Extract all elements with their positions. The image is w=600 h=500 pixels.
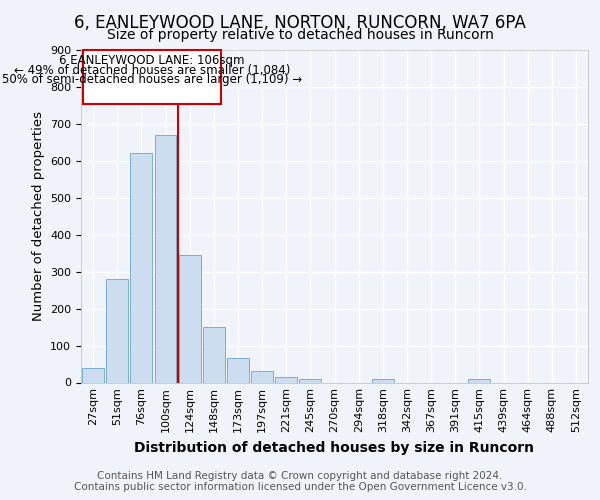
- Text: 6 EANLEYWOOD LANE: 106sqm: 6 EANLEYWOOD LANE: 106sqm: [59, 54, 245, 68]
- Bar: [203, 327, 224, 382]
- Bar: [275, 377, 297, 382]
- Bar: [155, 135, 176, 382]
- Bar: [372, 379, 394, 382]
- Bar: [106, 279, 128, 382]
- Text: Contains HM Land Registry data © Crown copyright and database right 2024.
Contai: Contains HM Land Registry data © Crown c…: [74, 471, 526, 492]
- Bar: [299, 379, 321, 382]
- Bar: [227, 358, 249, 382]
- Text: 50% of semi-detached houses are larger (1,109) →: 50% of semi-detached houses are larger (…: [2, 73, 302, 86]
- Text: Size of property relative to detached houses in Runcorn: Size of property relative to detached ho…: [107, 28, 493, 42]
- Text: ← 49% of detached houses are smaller (1,084): ← 49% of detached houses are smaller (1,…: [14, 64, 290, 77]
- Bar: [469, 379, 490, 382]
- Bar: [82, 368, 104, 382]
- Bar: [130, 154, 152, 382]
- Bar: [251, 372, 273, 382]
- Bar: [179, 255, 200, 382]
- X-axis label: Distribution of detached houses by size in Runcorn: Distribution of detached houses by size …: [134, 441, 535, 455]
- Text: 6, EANLEYWOOD LANE, NORTON, RUNCORN, WA7 6PA: 6, EANLEYWOOD LANE, NORTON, RUNCORN, WA7…: [74, 14, 526, 32]
- Bar: [83, 50, 221, 104]
- Y-axis label: Number of detached properties: Number of detached properties: [32, 112, 44, 322]
